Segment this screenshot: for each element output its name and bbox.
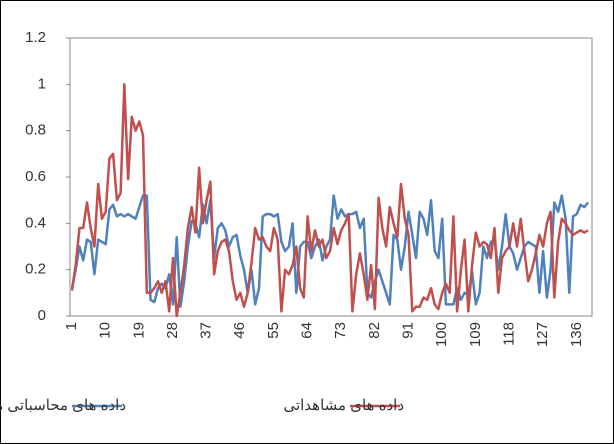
- data-line: [70, 83, 589, 318]
- x-tick-label: 10: [97, 322, 114, 339]
- x-tick-label: 46: [231, 322, 248, 339]
- x-tick-label: 118: [500, 322, 517, 346]
- x-tick-label: 28: [164, 322, 181, 339]
- y-tick-label: 1.2: [25, 29, 46, 46]
- y-tick-label: 0.8: [25, 122, 46, 139]
- y-tick-label: 1: [38, 75, 46, 92]
- x-tick-label: 91: [399, 322, 416, 339]
- x-tick-label: 55: [265, 322, 282, 339]
- x-tick-label: 73: [332, 322, 349, 339]
- y-tick-label: 0: [38, 307, 46, 324]
- legend-label: داده های مشاهداتی: [283, 397, 404, 414]
- x-tick-label: 109: [467, 322, 484, 347]
- y-tick-label: 0.4: [25, 214, 46, 231]
- x-tick-label: 19: [130, 322, 147, 339]
- x-tick-label: 82: [366, 322, 383, 339]
- x-tick-label: 136: [568, 322, 585, 347]
- x-tick-label: 127: [534, 322, 551, 347]
- x-tick-label: 1: [63, 322, 80, 330]
- y-tick-label: 0.6: [25, 168, 46, 185]
- x-tick-label: 37: [198, 322, 215, 339]
- y-tick-label: 0.2: [25, 261, 46, 278]
- x-tick-label: 64: [299, 322, 316, 339]
- x-tick-label: 100: [433, 322, 450, 347]
- legend-label: داده های محاسباتی مدل: [0, 397, 126, 414]
- data-line: [70, 194, 589, 308]
